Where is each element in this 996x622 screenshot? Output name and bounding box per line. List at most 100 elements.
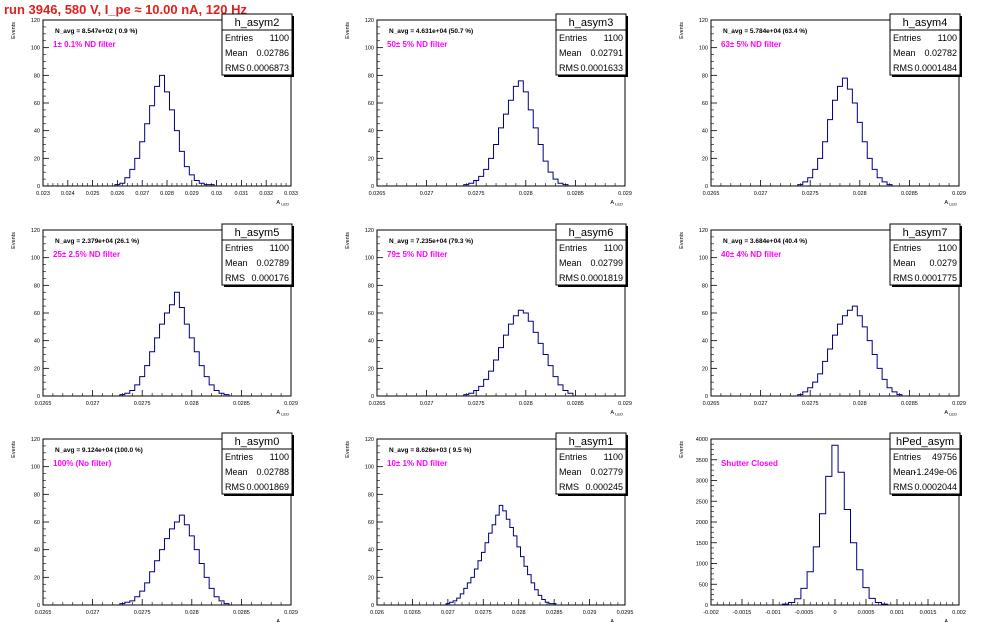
x-axis-title: A LED <box>276 410 289 417</box>
x-tick-label: 0.0285 <box>233 610 250 616</box>
histogram-bin <box>508 324 513 396</box>
histogram-bin <box>189 536 194 605</box>
y-tick-label: 120 <box>31 437 40 443</box>
stat-label: RMS <box>893 482 913 492</box>
histogram-bin <box>165 313 170 396</box>
histogram-bin <box>503 335 508 396</box>
stat-label: Mean <box>559 48 582 58</box>
y-tick-label: 3500 <box>696 458 708 464</box>
x-tick-label: 0.0295 <box>617 610 634 616</box>
x-tick-label: 0.0005 <box>858 610 875 616</box>
y-tick-label: 0 <box>371 394 374 400</box>
histogram-panel-h_asym3: 0 20 40 60 80 100 120 0.0265 0.027 0.0275 0.028 0.0… <box>345 13 632 207</box>
histogram-bin <box>184 324 189 396</box>
x-tick-label: 0.0285 <box>546 610 563 616</box>
y-tick-label: 2500 <box>696 499 708 505</box>
histogram-bin <box>489 533 493 605</box>
histogram-bin <box>503 511 507 605</box>
y-tick-label: 20 <box>368 575 374 581</box>
y-tick-label: 80 <box>702 73 708 79</box>
stat-label: RMS <box>559 63 579 73</box>
x-tick-label: 0.001 <box>890 610 904 616</box>
histogram-bin <box>826 476 832 605</box>
histogram-bin <box>842 78 847 186</box>
x-tick-label: 0.0265 <box>703 191 720 197</box>
x-tick-label: 0.027 <box>420 401 434 407</box>
y-tick-label: 60 <box>34 101 40 107</box>
y-tick-label: 500 <box>699 582 708 588</box>
y-tick-label: 60 <box>702 101 708 107</box>
histogram-bin <box>558 385 563 396</box>
histogram-bin <box>478 561 482 605</box>
y-tick-label: 1000 <box>696 562 708 568</box>
x-tick-label: 0.028 <box>519 191 533 197</box>
histogram-bin <box>474 569 478 605</box>
stats-box <box>889 223 961 286</box>
y-tick-label: 40 <box>702 339 708 345</box>
stat-value: 1100 <box>938 243 957 253</box>
histogram-panel-h_asym0: 0 20 40 60 80 100 120 0.0265 0.027 0.0275 0.028 0.0… <box>11 432 298 622</box>
histogram-bin <box>474 180 479 186</box>
y-tick-label: 0 <box>705 603 708 609</box>
histogram-bin <box>485 543 489 605</box>
stat-value: 1100 <box>604 243 623 253</box>
y-tick-label: 20 <box>34 366 40 372</box>
stat-value: 1100 <box>604 452 623 462</box>
stats-box <box>555 13 627 76</box>
histogram-bin <box>852 103 857 186</box>
histogram-bin <box>130 390 135 396</box>
stat-value: 0.0001819 <box>580 273 623 283</box>
navg-note: N_avg = 7.235e+04 (79.3 %) <box>389 238 473 245</box>
stat-value: 1100 <box>270 243 289 253</box>
stat-value: 0.000176 <box>251 273 289 283</box>
stats-box <box>221 432 293 495</box>
y-tick-label: 100 <box>365 256 374 262</box>
x-tick-label: 0.029 <box>618 191 632 197</box>
histogram-bin <box>145 124 150 186</box>
navg-note: N_avg = 3.684e+04 (40.4 %) <box>723 238 807 245</box>
filter-label: 40± 4% ND filter <box>721 250 781 259</box>
histogram-bin <box>847 310 852 396</box>
y-tick-label: 40 <box>368 129 374 135</box>
histogram-bin <box>847 89 852 186</box>
x-tick-label: 0.0275 <box>468 191 485 197</box>
histogram-bin <box>877 178 882 186</box>
histogram-panel-h_asym5: 0 20 40 60 80 100 120 0.0265 0.027 0.0275 0.028 0.0… <box>11 223 298 417</box>
histogram-bin <box>510 528 514 605</box>
histogram-bin <box>169 110 174 186</box>
x-tick-label: 0.027 <box>420 191 434 197</box>
stat-label: Mean <box>225 467 248 477</box>
x-tick-label: 0.0275 <box>475 610 492 616</box>
histogram-bin <box>833 335 838 396</box>
histogram-line <box>445 504 560 606</box>
histogram-name: h_asym4 <box>903 17 948 29</box>
histogram-bin <box>862 327 867 396</box>
y-tick-label: 80 <box>34 492 40 498</box>
y-tick-label: 60 <box>368 520 374 526</box>
histogram-line <box>119 291 230 396</box>
y-tick-label: 40 <box>368 548 374 554</box>
histogram-line <box>797 77 893 186</box>
histogram-bin <box>194 180 199 186</box>
histogram-bin <box>513 86 518 186</box>
filter-label: 79± 5% ND filter <box>387 250 447 259</box>
x-tick-label: 0.0275 <box>134 610 151 616</box>
x-tick-label: 0.0275 <box>802 191 819 197</box>
stat-value: 0.02791 <box>590 48 623 58</box>
histogram-panel-h_asym6: 0 20 40 60 80 100 120 0.0265 0.027 0.0275 0.028 0.0… <box>345 223 632 417</box>
histogram-bin <box>506 519 510 605</box>
histogram-bin <box>543 355 548 397</box>
histogram-bin <box>513 536 517 605</box>
x-tick-label: 0.0265 <box>404 610 421 616</box>
histogram-bin <box>494 360 499 396</box>
stat-label: RMS <box>559 273 579 283</box>
histogram-bin <box>150 352 155 396</box>
histogram-bin <box>801 588 807 605</box>
histogram-bin <box>538 145 543 187</box>
y-axis-title: Events <box>679 22 685 39</box>
y-tick-label: 120 <box>699 18 708 24</box>
stat-value: 1100 <box>270 452 289 462</box>
histogram-bin <box>872 355 877 397</box>
histogram-bin <box>189 175 194 186</box>
stat-value: 0.02786 <box>256 48 289 58</box>
